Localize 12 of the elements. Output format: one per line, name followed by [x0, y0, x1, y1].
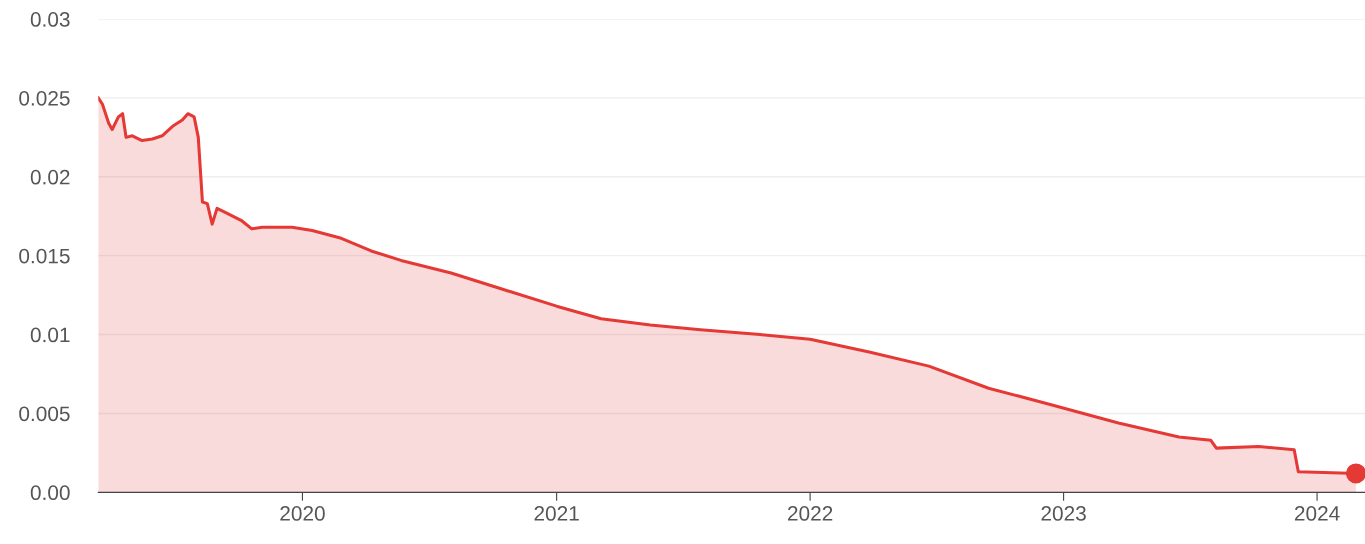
- y-tick-label: 0.02: [30, 169, 70, 185]
- y-tick-label: 0.005: [19, 406, 70, 422]
- x-tick-label: 2020: [280, 506, 325, 521]
- y-tick-label: 0.00: [30, 485, 70, 501]
- y-tick-label: 0.03: [30, 12, 70, 27]
- y-tick-label: 0.025: [19, 90, 70, 106]
- y-tick-label: 0.01: [30, 327, 70, 343]
- x-tick-label: 2023: [1041, 506, 1086, 521]
- y-tick-label: 0.015: [19, 248, 70, 264]
- x-tick-label: 2022: [787, 506, 833, 521]
- x-tick-label: 2024: [1294, 506, 1340, 521]
- x-tick-label: 2021: [534, 506, 579, 521]
